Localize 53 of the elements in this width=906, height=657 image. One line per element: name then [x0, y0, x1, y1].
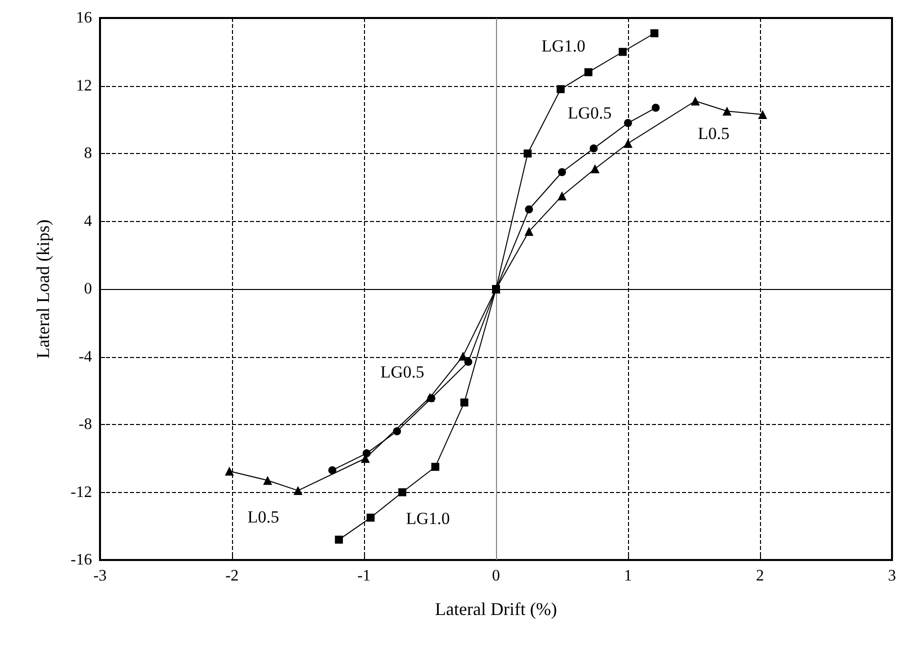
point — [650, 29, 658, 38]
x-axis-title: Lateral Drift (%) — [435, 599, 557, 619]
series-label: LG0.5 — [568, 103, 612, 122]
x-tick-label: 3 — [888, 568, 896, 584]
point — [558, 191, 566, 200]
point — [722, 106, 732, 116]
point — [558, 168, 566, 176]
point — [590, 144, 598, 152]
point — [525, 205, 533, 214]
point — [524, 226, 534, 236]
point — [334, 536, 343, 544]
point — [393, 427, 401, 436]
point — [460, 398, 468, 406]
x-tick-label: 2 — [756, 568, 764, 584]
point — [556, 85, 565, 94]
point — [458, 352, 468, 361]
y-tick-label: 4 — [84, 212, 92, 230]
point — [652, 104, 660, 112]
y-tick-label: 16 — [76, 10, 92, 26]
y-axis-title: Lateral Load (kips) — [33, 220, 53, 358]
y-tick-label: 0 — [84, 280, 92, 298]
y-tick-label: 12 — [76, 77, 92, 94]
point — [294, 486, 302, 496]
series-label: LG1.0 — [541, 36, 586, 56]
point — [366, 514, 375, 522]
text: LG1.0 — [406, 509, 450, 528]
series-label: L0.5 — [698, 124, 730, 144]
point — [464, 358, 472, 366]
point — [590, 164, 600, 174]
x-tick-label: 1 — [624, 568, 632, 584]
point — [398, 488, 406, 496]
y-tick-label: -4 — [78, 348, 92, 366]
x-tick-label: -3 — [93, 568, 107, 584]
x-tick-label: -1 — [357, 568, 371, 584]
point — [624, 119, 632, 128]
point — [431, 462, 440, 471]
point — [263, 476, 272, 485]
y-tick-label: -16 — [70, 552, 92, 568]
point — [524, 150, 532, 158]
y-tick-label: -8 — [78, 416, 92, 433]
point — [624, 138, 632, 148]
point — [328, 466, 336, 474]
text: LG0.5 — [380, 362, 424, 382]
point — [584, 68, 592, 76]
point — [224, 466, 234, 476]
y-tick-label: -12 — [70, 484, 92, 501]
x-tick-label: -2 — [225, 568, 239, 584]
text: L0.5 — [248, 508, 280, 527]
point — [618, 48, 627, 56]
point — [690, 96, 700, 106]
y-tick-label: 8 — [84, 145, 92, 162]
point — [758, 110, 768, 120]
x-tick-label: 0 — [492, 568, 500, 584]
